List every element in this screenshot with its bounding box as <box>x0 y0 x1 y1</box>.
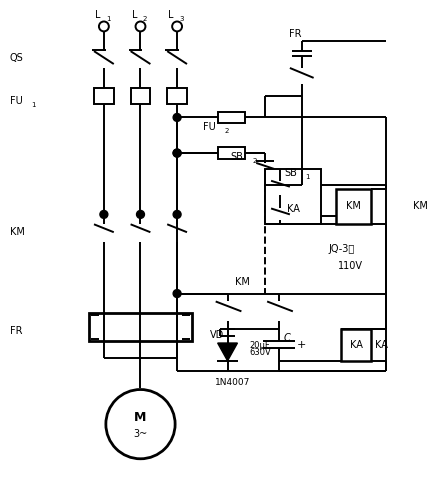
Text: KM: KM <box>10 227 25 237</box>
Text: FR: FR <box>289 29 302 39</box>
Bar <box>341 329 371 361</box>
Circle shape <box>100 211 108 218</box>
Bar <box>265 169 320 224</box>
Bar <box>218 111 245 123</box>
Text: +: + <box>297 340 306 349</box>
Text: 630V: 630V <box>249 348 271 357</box>
Text: 1N4007: 1N4007 <box>214 378 250 387</box>
Text: L: L <box>95 10 100 20</box>
Circle shape <box>173 149 181 157</box>
Text: 2: 2 <box>252 158 257 164</box>
Text: 3~: 3~ <box>133 429 148 439</box>
Text: C: C <box>284 333 291 343</box>
Circle shape <box>173 113 181 121</box>
Text: QS: QS <box>10 53 24 63</box>
Text: JQ-3型: JQ-3型 <box>329 244 355 254</box>
Text: M: M <box>134 411 147 424</box>
Text: SB: SB <box>230 152 243 162</box>
Text: 3: 3 <box>179 16 184 22</box>
Text: 110V: 110V <box>338 261 363 271</box>
Bar <box>336 188 371 224</box>
Text: FU: FU <box>203 122 215 133</box>
Circle shape <box>173 211 181 218</box>
Text: KM: KM <box>236 277 251 287</box>
Text: L: L <box>168 10 174 20</box>
Text: FR: FR <box>10 326 22 336</box>
Text: 1: 1 <box>306 174 310 180</box>
Bar <box>218 147 245 159</box>
Bar <box>89 313 192 341</box>
Text: 20μF: 20μF <box>249 342 270 350</box>
Text: VD: VD <box>210 330 224 340</box>
Text: SB: SB <box>284 168 297 178</box>
Text: 2: 2 <box>142 16 147 22</box>
Text: KM: KM <box>413 202 427 212</box>
Text: 2: 2 <box>225 129 229 134</box>
Text: KA: KA <box>375 340 388 350</box>
Polygon shape <box>218 343 237 361</box>
Text: 1: 1 <box>106 16 110 22</box>
Text: KA: KA <box>350 340 363 350</box>
Bar <box>130 88 151 104</box>
Text: 1: 1 <box>32 102 36 107</box>
Text: FU: FU <box>10 96 23 106</box>
Circle shape <box>173 149 181 157</box>
Text: KA: KA <box>287 205 300 215</box>
Circle shape <box>136 211 145 218</box>
Bar <box>167 88 187 104</box>
Bar <box>94 88 114 104</box>
Circle shape <box>173 290 181 297</box>
Text: L: L <box>132 10 137 20</box>
Text: KM: KM <box>346 202 361 212</box>
